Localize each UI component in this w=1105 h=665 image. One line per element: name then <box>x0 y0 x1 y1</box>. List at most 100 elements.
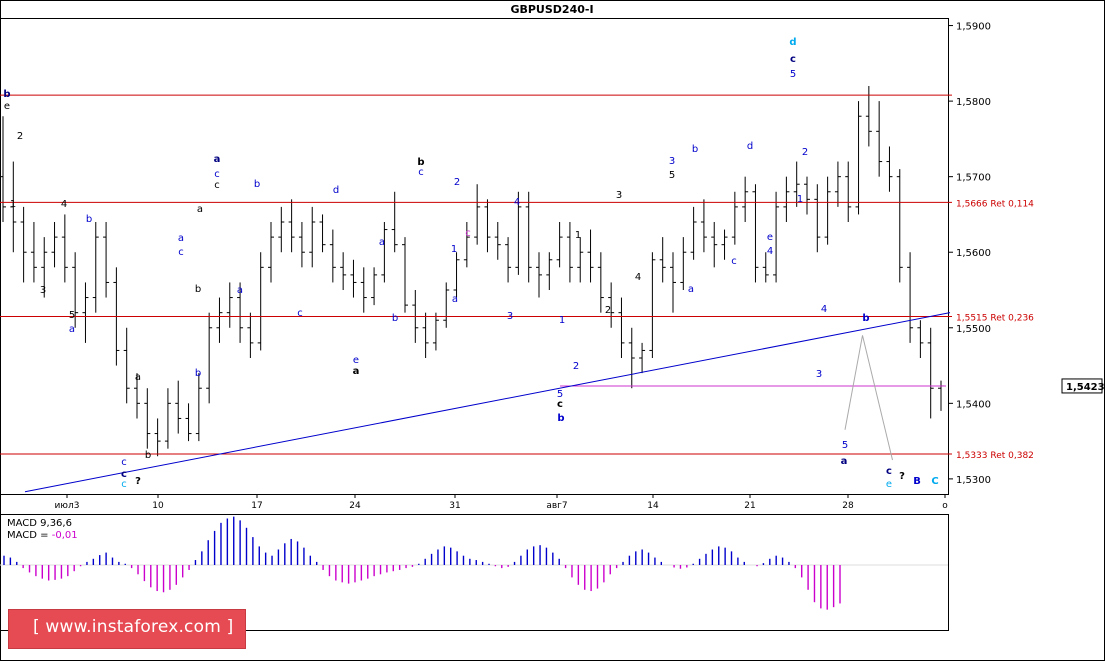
candle <box>700 199 707 253</box>
wave-label: 3 <box>816 369 822 380</box>
candle <box>381 222 388 283</box>
candle <box>268 222 274 283</box>
candle <box>432 312 439 351</box>
candle <box>855 101 862 215</box>
y-tick-label: 1,5800 <box>956 97 991 108</box>
x-tick-label: 10 <box>152 501 164 511</box>
wave-label: c <box>214 180 220 191</box>
wave-label: 3 <box>507 311 513 322</box>
candle <box>834 161 841 207</box>
candle <box>711 222 718 268</box>
wave-label: 1 <box>575 230 581 241</box>
wave-label: a <box>353 366 360 377</box>
wave-label: 5 <box>790 69 796 80</box>
candle <box>639 342 646 374</box>
candle <box>144 388 151 449</box>
price-pane <box>0 18 949 495</box>
instaforex-watermark: [ www.instaforex.com ] <box>8 609 246 649</box>
candle <box>597 252 604 313</box>
candle <box>649 252 656 358</box>
wave-label: d <box>789 37 796 48</box>
macd-value-prefix: MACD = <box>7 530 52 541</box>
wave-label: ? <box>899 471 905 482</box>
candle <box>20 206 27 283</box>
x-tick-label: 14 <box>647 501 659 511</box>
candle <box>206 312 213 404</box>
y-tick-label: 1,5500 <box>956 324 991 335</box>
candle <box>814 184 821 253</box>
candle <box>886 146 893 192</box>
retracement-label: 1,5515 Ret 0,236 <box>956 313 1034 323</box>
candle <box>876 101 883 177</box>
wave-label: c <box>121 479 127 490</box>
candle <box>226 282 233 328</box>
x-tick-label: о <box>942 501 948 511</box>
candle <box>731 191 738 245</box>
wave-label: a <box>178 233 184 244</box>
wave-label: a <box>841 456 848 467</box>
current-price-badge <box>1061 378 1103 394</box>
wave-label: c <box>418 167 424 178</box>
candle <box>134 373 140 419</box>
wave-label: 3 <box>616 190 622 201</box>
x-tick-label: 31 <box>449 501 460 511</box>
candle <box>721 229 728 260</box>
wave-label: e <box>353 355 359 366</box>
candle <box>185 403 192 442</box>
x-tick-label: июл3 <box>55 501 80 511</box>
candle <box>82 282 89 343</box>
candle <box>804 176 810 215</box>
wave-label: d <box>747 141 753 152</box>
wave-label: b <box>692 144 698 155</box>
wave-label: e <box>4 101 10 112</box>
wave-label: b <box>417 157 424 168</box>
wave-label: d <box>333 185 339 196</box>
candle <box>61 214 68 283</box>
y-tick-label: 1,5600 <box>956 248 991 259</box>
candle <box>505 237 512 283</box>
candle <box>762 252 769 283</box>
wave-label: c <box>886 466 892 477</box>
candle <box>670 252 676 313</box>
current-price-label: 1,5423 <box>1066 382 1105 393</box>
candle <box>742 176 749 222</box>
candle <box>154 418 161 457</box>
wave-label: c <box>297 308 303 319</box>
retracement-label: 1,5666 Ret 0,114 <box>956 199 1034 209</box>
wave-label: c <box>121 469 127 480</box>
macd-value-line: MACD = -0,01 <box>7 530 78 541</box>
wave-label: 2 <box>573 361 579 372</box>
wave-label: c <box>121 457 127 468</box>
wave-label: 5 <box>669 170 675 181</box>
wave-label: b <box>557 413 564 424</box>
wave-label: c <box>214 169 220 180</box>
candle <box>92 222 99 313</box>
candle <box>690 206 697 260</box>
y-tick-label: 1,5300 <box>956 475 991 486</box>
wave-label: ? <box>135 476 141 487</box>
candle <box>164 388 171 449</box>
candle <box>907 252 914 343</box>
candle <box>628 327 635 389</box>
candle <box>927 327 934 419</box>
macd-value: -0,01 <box>52 530 78 541</box>
candle <box>319 214 326 253</box>
wave-label: b <box>392 313 398 324</box>
wave-label: c <box>178 247 184 258</box>
macd-histogram <box>3 516 841 610</box>
candle <box>577 237 584 283</box>
candle <box>865 86 872 147</box>
wave-label: a <box>197 204 203 215</box>
wave-label: b <box>862 313 869 324</box>
wave-label: c <box>557 399 563 410</box>
candle <box>371 267 378 306</box>
projection-path <box>844 335 893 461</box>
candle <box>793 161 800 207</box>
wave-label: 3 <box>669 156 675 167</box>
candle <box>463 222 470 268</box>
wave-label: 2 <box>454 177 460 188</box>
candle <box>195 373 202 442</box>
